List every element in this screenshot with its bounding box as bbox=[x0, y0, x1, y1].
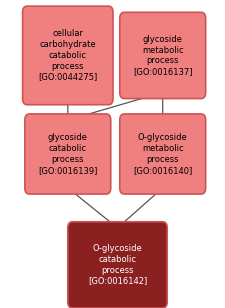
FancyBboxPatch shape bbox=[68, 222, 166, 308]
Text: glycoside
catabolic
process
[GO:0016139]: glycoside catabolic process [GO:0016139] bbox=[38, 133, 97, 175]
FancyBboxPatch shape bbox=[119, 114, 205, 194]
Text: cellular
carbohydrate
catabolic
process
[GO:0044275]: cellular carbohydrate catabolic process … bbox=[38, 30, 97, 81]
Text: glycoside
metabolic
process
[GO:0016137]: glycoside metabolic process [GO:0016137] bbox=[132, 35, 192, 76]
FancyBboxPatch shape bbox=[119, 12, 205, 99]
FancyBboxPatch shape bbox=[22, 6, 112, 105]
Text: O-glycoside
catabolic
process
[GO:0016142]: O-glycoside catabolic process [GO:001614… bbox=[88, 244, 146, 286]
FancyBboxPatch shape bbox=[25, 114, 110, 194]
Text: O-glycoside
metabolic
process
[GO:0016140]: O-glycoside metabolic process [GO:001614… bbox=[133, 133, 191, 175]
